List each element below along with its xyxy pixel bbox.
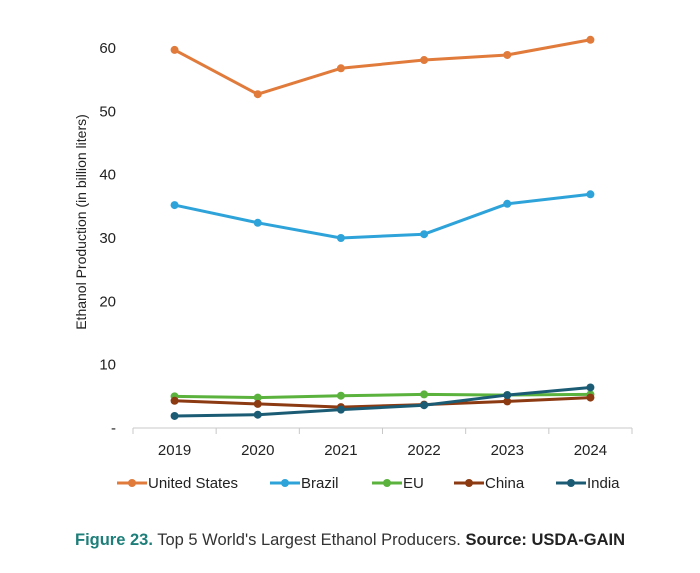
y-tick-label: - [111,420,116,437]
data-point-india [586,383,595,392]
series-line-china [173,396,592,409]
data-point-eu [336,391,345,400]
y-tick-label: 10 [99,357,116,374]
y-axis-title: Ethanol Production (in billion liters) [73,114,89,330]
legend-item-united-states: United States [117,475,238,492]
legend: United States Brazil EU China India [117,475,620,492]
data-point-eu [420,390,429,399]
caption-source: Source: USDA-GAIN [465,531,625,549]
legend-swatch-marker [128,479,136,487]
data-point-united-states [503,50,512,59]
data-point-india [170,411,179,420]
data-point-brazil [420,230,429,239]
y-tick-label: 60 [99,40,116,57]
data-point-india [336,405,345,414]
caption-text: Top 5 World's Largest Ethanol Producers. [152,531,466,549]
x-tick-label: 2024 [574,442,607,459]
legend-item-eu: EU [372,475,424,492]
legend-label: India [587,475,620,492]
data-point-united-states [586,35,595,44]
figure-caption: Figure 23. Top 5 World's Largest Ethanol… [0,531,700,550]
legend-swatch-marker [465,479,473,487]
legend-label: Brazil [301,475,339,492]
line-chart: Ethanol Production (in billion liters) -… [73,35,633,492]
series-line-brazil [173,192,592,240]
legend-label: United States [148,475,238,492]
data-point-brazil [336,234,345,242]
y-axis-ticks: - 10 20 30 40 50 60 [99,40,116,437]
legend-label: EU [403,475,424,492]
y-tick-label: 20 [99,293,116,310]
data-point-india [503,391,512,400]
series-brazil [170,190,595,242]
series-line-india [173,385,592,418]
data-point-brazil [253,218,262,227]
series-united-states [170,35,595,99]
x-axis-ticks: 2019 2020 2021 2022 2023 2024 [132,428,633,459]
legend-item-india: India [556,475,620,492]
y-tick-label: 50 [99,103,116,120]
legend-swatch-marker [383,479,391,487]
data-point-united-states [253,90,262,99]
legend-item-brazil: Brazil [270,475,339,492]
data-point-brazil [503,199,512,208]
data-point-india [420,401,429,410]
x-tick-label: 2022 [407,442,440,459]
data-point-china [170,396,179,405]
legend-label: China [485,475,525,492]
data-point-china [253,399,262,408]
x-tick-label: 2020 [241,442,274,459]
data-point-united-states [170,45,179,54]
y-tick-label: 40 [99,167,116,184]
legend-item-china: China [454,475,525,492]
legend-swatch-marker [281,479,289,487]
series-layer [170,35,595,420]
data-point-united-states [336,64,345,73]
data-point-eu [253,393,262,402]
figure-label: Figure 23. [74,531,153,549]
data-point-china [586,393,595,402]
data-point-china [503,397,512,406]
legend-swatch-marker [567,479,575,487]
y-axis-label: Ethanol Production (in billion liters) [73,114,89,330]
data-point-united-states [420,56,429,65]
series-india [170,383,595,420]
data-point-brazil [170,201,179,210]
data-point-india [253,410,262,419]
x-tick-label: 2019 [158,442,191,459]
y-tick-label: 30 [99,230,116,247]
series-line-eu [173,392,592,400]
x-tick-label: 2023 [491,442,524,459]
data-point-brazil [586,190,595,199]
series-line-united-states [173,38,592,96]
x-tick-label: 2021 [324,442,357,459]
